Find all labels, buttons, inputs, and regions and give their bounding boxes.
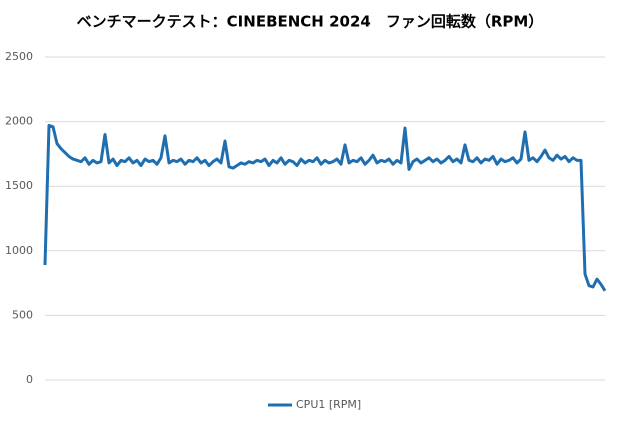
y-tick-label: 1500 [5,179,33,192]
y-tick-label: 2500 [5,50,33,63]
data-line [43,123,607,292]
y-tick-label: 1000 [5,244,33,257]
legend-label: CPU1 [RPM] [296,398,361,411]
y-tick-label: 0 [26,373,33,386]
y-tick-label: 500 [12,308,33,321]
y-tick-label: 2000 [5,115,33,128]
chart-title: ベンチマークテスト：CINEBENCH 2024 ファン回転数（RPM） [77,13,544,31]
